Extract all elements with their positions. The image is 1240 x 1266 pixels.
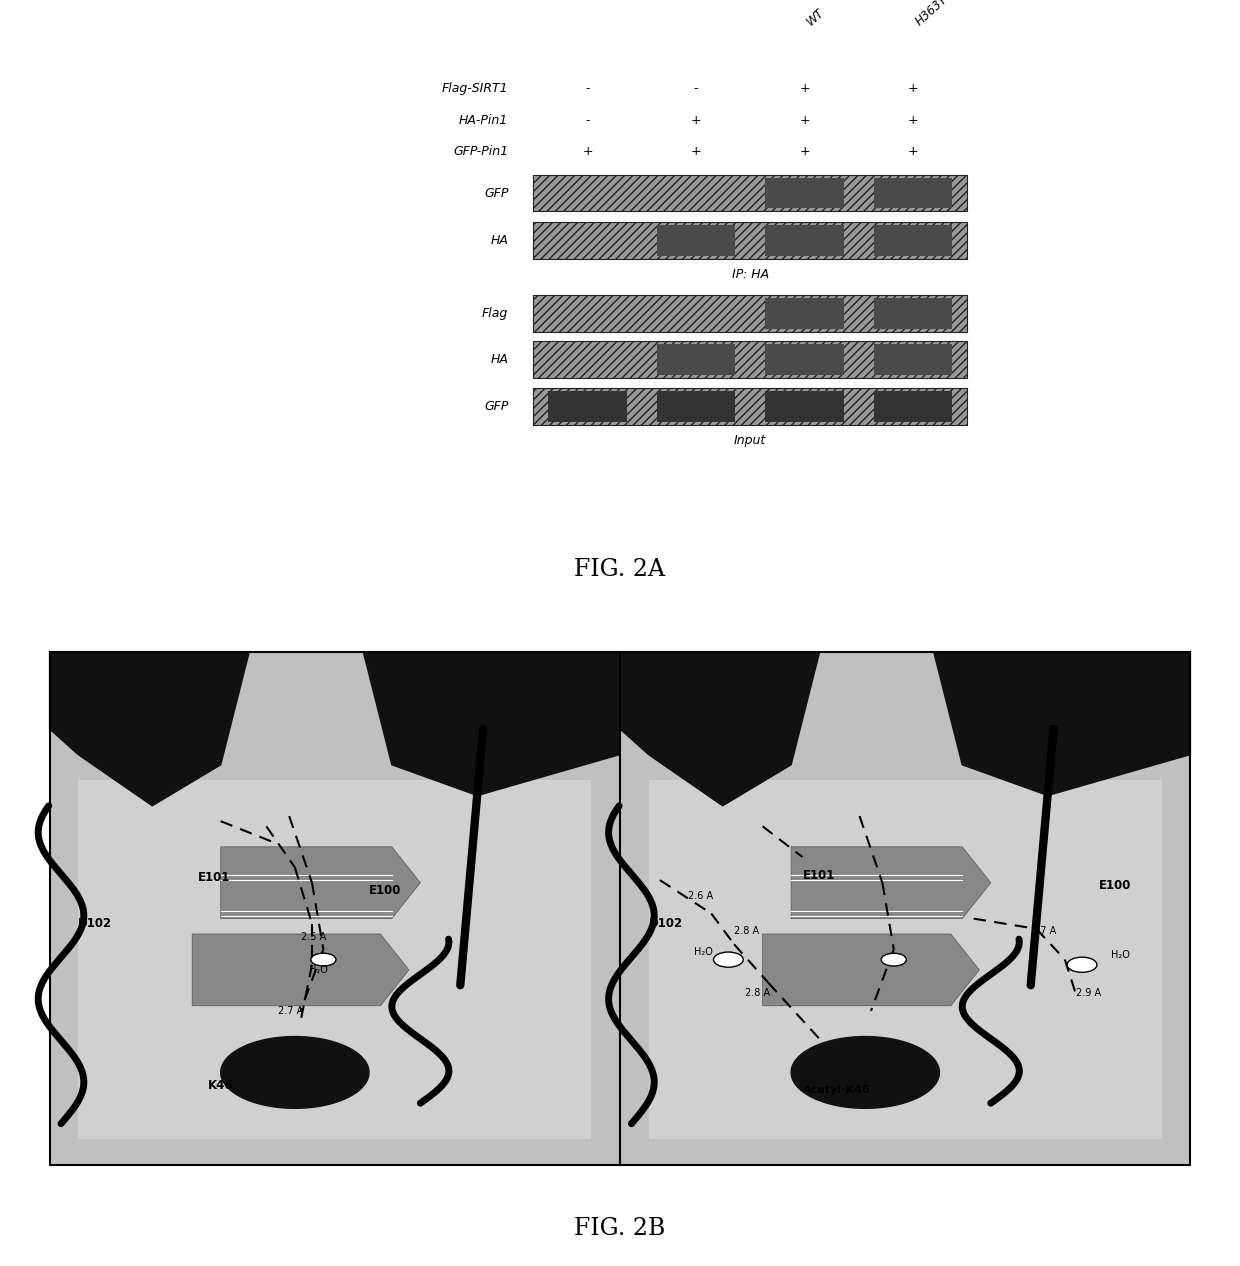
FancyBboxPatch shape [548,391,626,422]
Text: +: + [691,146,702,158]
Text: +: + [799,114,810,127]
Text: +: + [908,82,919,95]
FancyBboxPatch shape [50,652,620,1165]
Circle shape [882,953,906,966]
FancyBboxPatch shape [765,344,843,375]
Text: H363Y: H363Y [913,0,950,29]
FancyBboxPatch shape [533,387,967,425]
Text: HA: HA [491,353,508,366]
Text: GFP: GFP [484,186,508,200]
FancyBboxPatch shape [765,225,843,256]
Text: HA-Pin1: HA-Pin1 [459,114,508,127]
Text: GFP: GFP [484,400,508,413]
FancyBboxPatch shape [765,298,843,329]
Text: -: - [585,114,590,127]
Text: 2.8 A: 2.8 A [734,927,759,937]
FancyBboxPatch shape [657,225,735,256]
Text: +: + [799,146,810,158]
Text: Flag: Flag [482,306,508,320]
Polygon shape [934,652,1190,795]
Text: E100: E100 [370,884,402,896]
Polygon shape [192,934,409,1005]
FancyBboxPatch shape [533,175,967,211]
Text: 2.7 A: 2.7 A [278,1006,303,1015]
FancyBboxPatch shape [765,391,843,422]
Text: D102: D102 [649,918,683,931]
FancyBboxPatch shape [765,177,843,209]
Text: H₂O: H₂O [309,965,329,975]
Polygon shape [763,934,980,1005]
Text: 2.6 A: 2.6 A [688,890,713,900]
FancyBboxPatch shape [874,344,952,375]
Text: H₂O: H₂O [694,947,713,957]
Text: 2.9 A: 2.9 A [1076,987,1101,998]
Text: +: + [582,146,593,158]
Text: -: - [693,82,698,95]
Polygon shape [791,847,991,919]
Text: +: + [908,146,919,158]
Text: H₂O: H₂O [1111,950,1130,960]
Text: E101: E101 [802,868,835,881]
Circle shape [1068,957,1097,972]
FancyBboxPatch shape [649,780,1162,1139]
Text: HA: HA [491,234,508,247]
Text: -: - [585,82,590,95]
Text: K46: K46 [208,1079,233,1091]
Polygon shape [221,847,420,919]
Polygon shape [50,652,249,806]
Text: +: + [691,114,702,127]
FancyBboxPatch shape [657,391,735,422]
Text: 2.7 A: 2.7 A [1030,927,1056,937]
Circle shape [713,952,743,967]
FancyBboxPatch shape [620,652,1190,1165]
Text: E101: E101 [198,871,231,884]
Text: Acetyl-K46: Acetyl-K46 [802,1085,870,1095]
Text: +: + [908,114,919,127]
Polygon shape [620,652,820,806]
FancyBboxPatch shape [657,344,735,375]
FancyBboxPatch shape [533,342,967,379]
FancyBboxPatch shape [874,225,952,256]
Text: 2.5 A: 2.5 A [300,932,326,942]
Text: FIG. 2A: FIG. 2A [574,558,666,581]
Text: +: + [799,82,810,95]
FancyBboxPatch shape [874,391,952,422]
Polygon shape [791,1037,940,1108]
Polygon shape [363,652,620,795]
Text: GFP-Pin1: GFP-Pin1 [454,146,508,158]
Text: E100: E100 [1099,879,1132,891]
Text: Input: Input [734,434,766,447]
Text: Flag-SIRT1: Flag-SIRT1 [441,82,508,95]
FancyBboxPatch shape [533,223,967,260]
FancyBboxPatch shape [533,295,967,332]
Text: D102: D102 [78,918,113,931]
FancyBboxPatch shape [78,780,591,1139]
FancyBboxPatch shape [874,298,952,329]
Circle shape [311,953,336,966]
Polygon shape [221,1037,370,1108]
Text: 2.8 A: 2.8 A [745,987,770,998]
Text: IP: HA: IP: HA [732,268,769,281]
Text: WT: WT [805,6,827,29]
Text: FIG. 2B: FIG. 2B [574,1217,666,1239]
FancyBboxPatch shape [874,177,952,209]
